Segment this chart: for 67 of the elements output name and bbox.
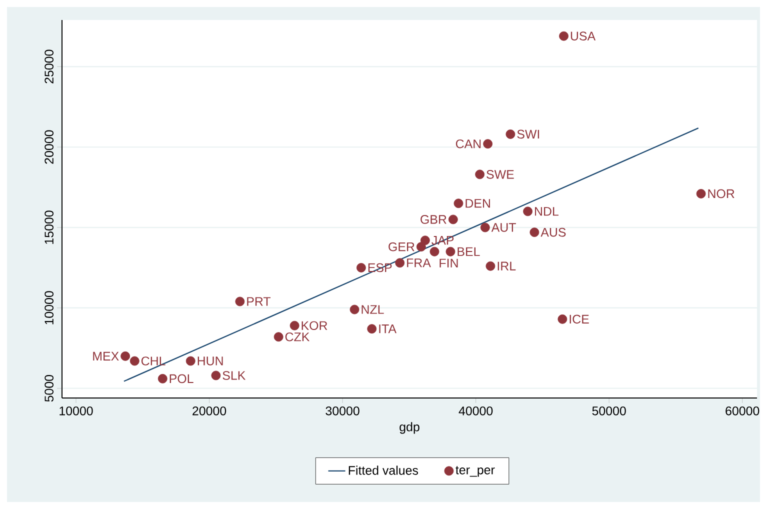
annotation: AUS bbox=[540, 228, 566, 237]
point bbox=[367, 324, 377, 334]
annotation: ITA bbox=[379, 324, 396, 334]
annotation: ICE bbox=[570, 314, 589, 324]
point bbox=[454, 198, 464, 208]
annotation: GBR bbox=[420, 215, 446, 224]
annotation: NDL bbox=[535, 207, 558, 216]
point bbox=[211, 370, 221, 380]
point bbox=[186, 356, 196, 366]
annotation: FRA bbox=[407, 258, 431, 268]
point bbox=[523, 206, 532, 216]
annotation: DEN bbox=[466, 199, 490, 208]
point bbox=[696, 189, 706, 198]
y-tick-label: 15000 bbox=[44, 210, 54, 244]
annotation: NZL bbox=[362, 305, 384, 314]
point bbox=[290, 320, 300, 330]
point bbox=[416, 242, 426, 252]
point bbox=[356, 262, 366, 272]
point bbox=[395, 258, 405, 268]
point bbox=[430, 246, 440, 256]
legend-label: Fitted values bbox=[348, 466, 418, 475]
annotation: KOR bbox=[302, 321, 328, 330]
annotation: SWE bbox=[486, 170, 514, 179]
annotation: NOR bbox=[708, 189, 734, 198]
point bbox=[486, 261, 496, 271]
y-tick-label: 5000 bbox=[44, 374, 54, 402]
point bbox=[558, 314, 568, 324]
point bbox=[130, 356, 140, 366]
x-tick-label: 10000 bbox=[60, 406, 93, 416]
point bbox=[559, 31, 568, 41]
x-tick-label: 60000 bbox=[726, 406, 760, 416]
y-tick-label: 10000 bbox=[44, 291, 54, 324]
annotation: POL bbox=[170, 374, 194, 384]
x-tick-label: 40000 bbox=[458, 406, 493, 416]
x-tick-label: 20000 bbox=[192, 406, 226, 416]
annotation: BEL bbox=[458, 247, 480, 256]
annotation: IRL bbox=[498, 262, 516, 270]
annotation: HUN bbox=[198, 356, 223, 366]
x-tick-label: 30000 bbox=[326, 406, 360, 416]
point bbox=[506, 129, 516, 139]
y-tick-label: 25000 bbox=[44, 50, 54, 84]
annotation: CAN bbox=[456, 139, 481, 148]
legend-label: ter_per bbox=[456, 466, 495, 477]
annotation: CHL bbox=[141, 356, 166, 366]
point bbox=[158, 374, 168, 384]
annotation: SWI bbox=[517, 130, 540, 139]
point bbox=[480, 222, 490, 232]
point bbox=[274, 332, 284, 342]
y-tick-label: 20000 bbox=[44, 130, 54, 164]
annotation: PRT bbox=[247, 297, 271, 306]
point bbox=[120, 351, 130, 361]
annotation: FIN bbox=[440, 258, 458, 268]
point bbox=[475, 170, 485, 180]
annotation: MEX bbox=[93, 352, 119, 360]
annotation: USA bbox=[570, 32, 596, 40]
annotation: AUT bbox=[491, 223, 516, 232]
point bbox=[448, 214, 458, 224]
x-axis-title: gdp bbox=[400, 422, 420, 434]
point bbox=[530, 228, 540, 238]
annotation: SLK bbox=[222, 371, 246, 380]
x-tick-label: 50000 bbox=[592, 406, 626, 416]
point bbox=[483, 139, 493, 149]
annotation: GER bbox=[388, 242, 414, 252]
point bbox=[235, 296, 245, 306]
point bbox=[350, 304, 360, 314]
annotation: CZK bbox=[285, 332, 310, 342]
point bbox=[446, 246, 456, 256]
